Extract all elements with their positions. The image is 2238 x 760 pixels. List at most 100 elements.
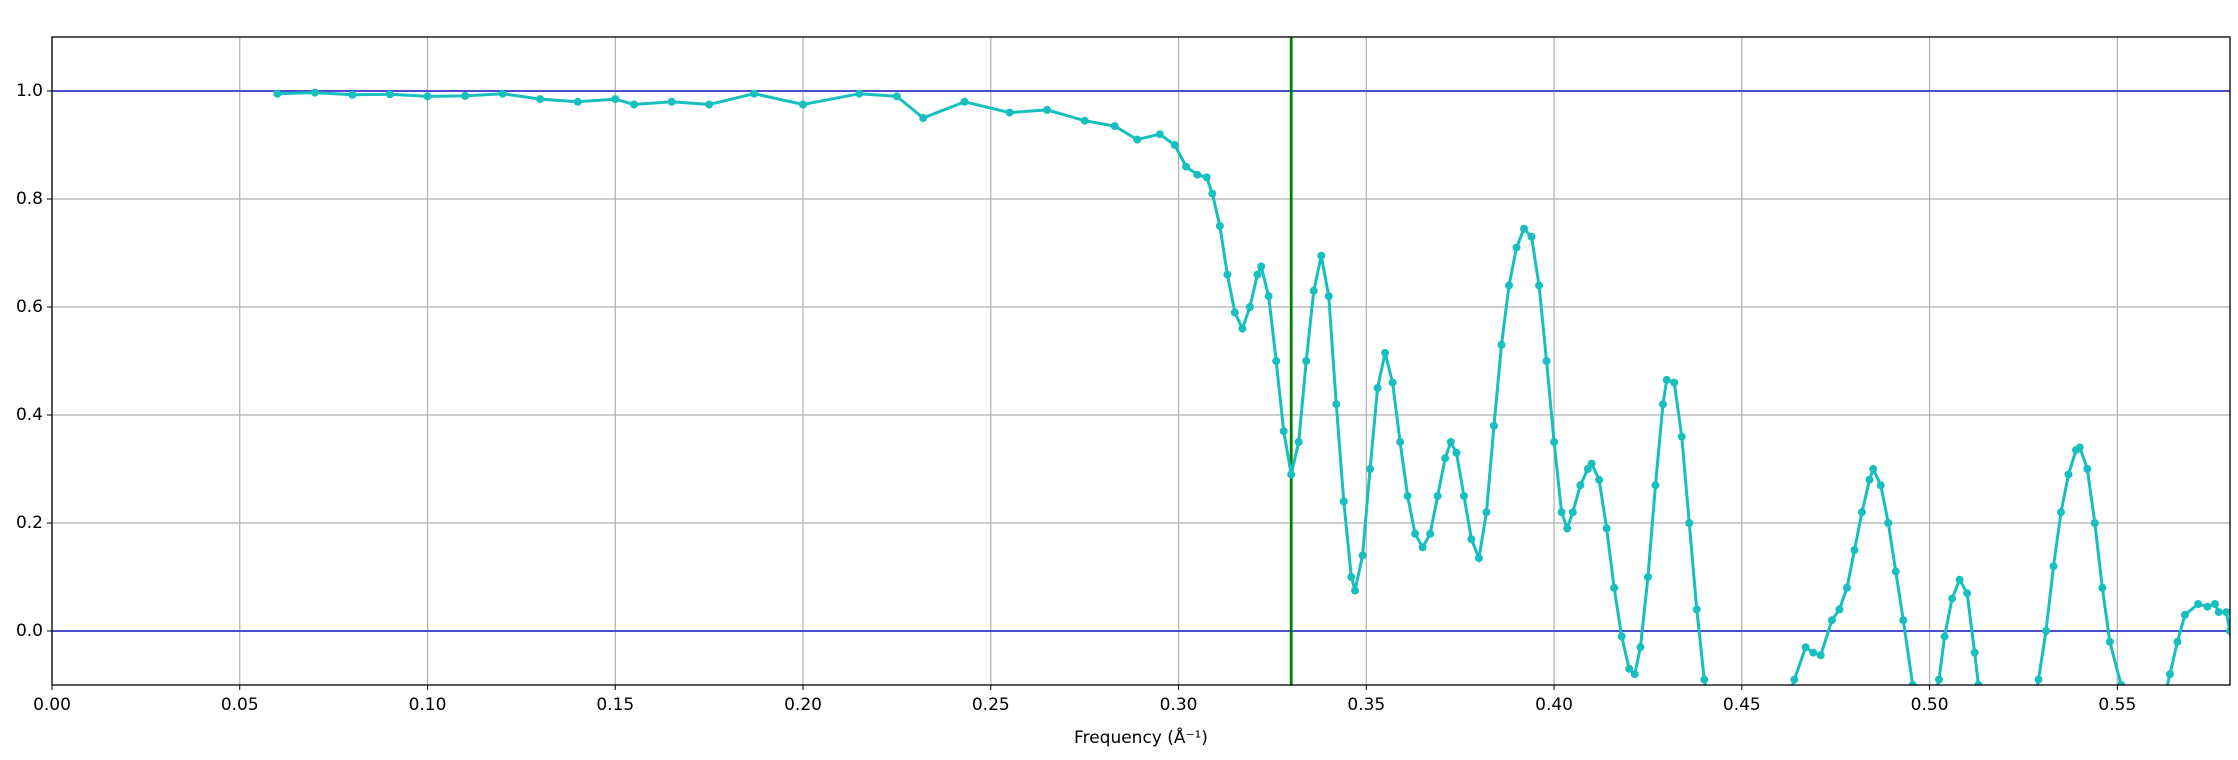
data-point [1568,508,1577,517]
data-point [1712,735,1720,743]
data-point [1482,508,1491,517]
x-tick-label: 0.20 [784,695,822,715]
data-point [1433,492,1442,500]
data-point [1869,465,1878,473]
data-point [1685,519,1694,527]
data-point [667,97,676,106]
data-point [1662,375,1671,384]
reference-lines [52,37,2230,685]
data-point [1182,162,1191,171]
grid [51,37,2230,685]
data-point [1223,270,1232,279]
data-point [1850,546,1859,554]
data-point [1651,481,1660,490]
data-point [1801,643,1810,652]
data-point [2214,608,2223,617]
x-tick-label: 0.10 [409,695,447,715]
data-point [1403,492,1412,500]
data-point [1908,681,1917,685]
y-tick-label: 0.4 [16,405,43,425]
data-point [1230,308,1239,317]
data-point [1692,605,1701,614]
data-point [1426,529,1435,538]
data-point [1617,632,1626,641]
y-tick-label: 1.0 [16,81,43,101]
data-point [2165,670,2174,679]
data-point [1891,567,1900,576]
data-point [1527,232,1536,241]
data-point [1827,616,1836,625]
x-tick-label: 0.45 [1723,695,1761,715]
data-point [2057,508,2066,517]
data-point [1324,292,1333,301]
data-point [1080,116,1089,125]
data-point [1790,675,1799,684]
data-point [960,97,969,106]
data-point [2034,675,2043,684]
data-point [705,100,714,109]
axes-frame [51,36,2231,686]
data-point [1208,189,1217,198]
data-point [423,92,432,101]
data-point [1768,735,1776,743]
data-point [1899,616,1908,625]
data-point [2049,562,2058,571]
data-point [1550,438,1559,446]
data-point [1388,378,1397,387]
data-point [2027,713,2035,721]
data-point [1576,481,1585,490]
data-point [1989,746,1997,754]
data-point [2173,637,2182,646]
data-point [1302,357,1311,365]
data-point [1257,262,1266,271]
data-point [1970,648,1979,657]
data-line [277,91,2230,685]
data-point [1934,675,1943,684]
data-point [1366,465,1375,473]
data-point [1264,292,1273,301]
data-point [1489,421,1498,430]
data-point [1347,573,1356,581]
data-point [1474,554,1483,563]
data-point [2180,610,2189,619]
data-point [1309,286,1318,295]
data-point [630,100,639,109]
data-point [1373,384,1382,392]
data-point [1446,438,1455,446]
data-point [1170,141,1179,149]
data-point [1238,324,1247,333]
data-point [1963,589,1972,598]
data-point [1358,551,1367,560]
x-tick-label: 0.15 [596,695,634,715]
data-point [1279,427,1288,436]
data-point [919,114,928,122]
x-tick-label: 0.40 [1535,695,1573,715]
data-point [1294,438,1303,446]
data-point [1677,432,1686,441]
data-point [2064,470,2073,479]
data-point [1630,670,1639,679]
plot-area [273,88,2230,754]
data-point [799,100,808,109]
data-point [1005,108,1014,117]
data-point [1043,105,1052,114]
data-point [1700,675,1709,684]
data-point [1110,122,1119,131]
data-point [2222,608,2230,617]
data-point [1783,697,1791,705]
data-point [2090,519,2099,527]
data-point [1505,281,1514,290]
data-point [1512,243,1521,252]
data-point [1542,357,1551,365]
data-point [1835,605,1844,614]
data-point [2098,583,2107,592]
data-point [1497,340,1506,349]
data-point [1520,224,1529,233]
data-point [1459,492,1468,500]
y-tick-label: 0.6 [16,297,43,317]
data-point [2105,637,2114,646]
data-point [2194,600,2203,608]
data-point [1595,475,1604,484]
data-point [573,97,582,106]
